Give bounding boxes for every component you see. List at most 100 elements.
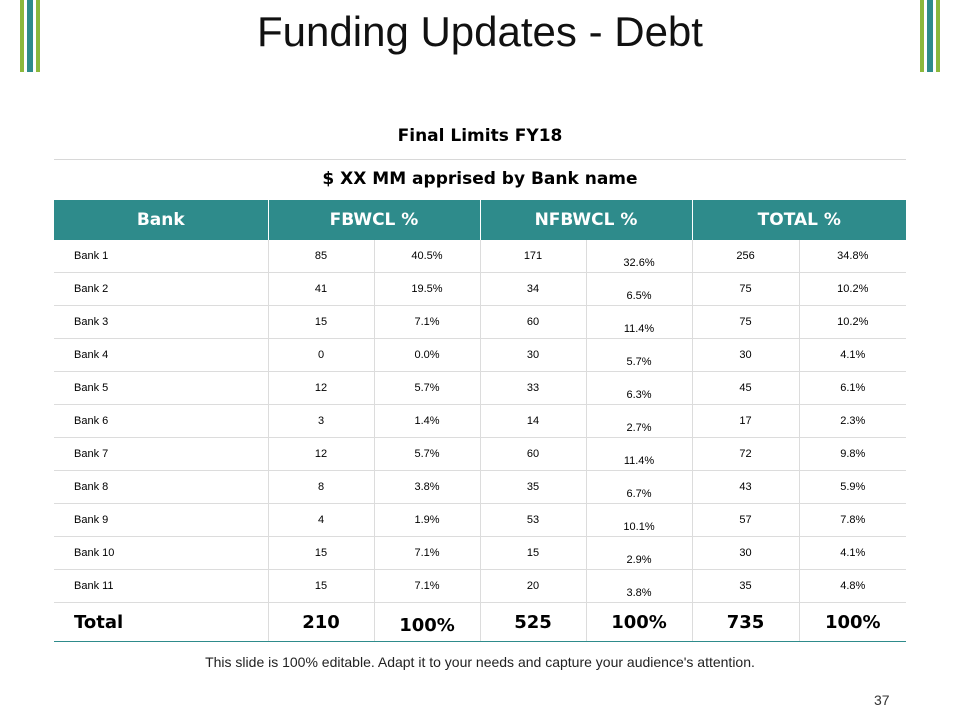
bank-name-cell: Bank 11 — [54, 569, 268, 603]
nfbwcl-total-percent-cell: 100% — [585, 602, 693, 642]
total-percent-cell: 2.3% — [798, 404, 907, 438]
total-label-cell: Total — [54, 602, 268, 642]
total-percent-cell: 10.2% — [798, 272, 907, 306]
teal-bar — [27, 0, 33, 72]
grand-total-percent-cell: 100% — [798, 602, 907, 642]
bank-name-cell: Bank 6 — [54, 404, 268, 438]
page-number: 37 — [874, 692, 890, 708]
footer-note: This slide is 100% editable. Adapt it to… — [205, 654, 755, 670]
table-row: Bank 4 0 0.0% 30 5.7% 30 4.1% — [54, 338, 907, 372]
fbwcl-percent-cell: 1.4% — [373, 404, 480, 438]
fbwcl-value-cell: 12 — [267, 371, 374, 405]
table-header-row: Bank FBWCL % NFBWCL % TOTAL % — [54, 200, 907, 240]
nfbwcl-percent-cell: 6.3% — [585, 371, 693, 405]
nfbwcl-value-cell: 20 — [479, 569, 586, 603]
total-value-cell: 30 — [691, 536, 800, 570]
total-percent-cell: 5.9% — [798, 470, 907, 504]
fbwcl-percent-cell: 7.1% — [373, 569, 480, 603]
bank-name-cell: Bank 7 — [54, 437, 268, 471]
bank-name-cell: Bank 1 — [54, 240, 268, 273]
table-row: Bank 7 12 5.7% 60 11.4% 72 9.8% — [54, 437, 907, 471]
nfbwcl-value-cell: 171 — [479, 240, 586, 273]
bank-name-cell: Bank 4 — [54, 338, 268, 372]
table-subcaption: $ XX MM apprised by Bank name — [322, 169, 638, 189]
table-caption: Final Limits FY18 — [397, 126, 563, 146]
bank-name-cell: Bank 5 — [54, 371, 268, 405]
fbwcl-percent-cell: 7.1% — [373, 305, 480, 339]
fbwcl-percent-cell: 19.5% — [373, 272, 480, 306]
nfbwcl-value-cell: 30 — [479, 338, 586, 372]
total-value-cell: 75 — [691, 272, 800, 306]
bank-name-cell: Bank 3 — [54, 305, 268, 339]
green-bar — [36, 0, 40, 72]
nfbwcl-value-cell: 34 — [479, 272, 586, 306]
nfbwcl-percent-cell: 6.7% — [585, 470, 693, 504]
nfbwcl-value-cell: 53 — [479, 503, 586, 537]
table-row: Bank 6 3 1.4% 14 2.7% 17 2.3% — [54, 404, 907, 438]
table-row: Bank 10 15 7.1% 15 2.9% 30 4.1% — [54, 536, 907, 570]
fbwcl-value-cell: 41 — [267, 272, 374, 306]
table-row: Bank 11 15 7.1% 20 3.8% 35 4.8% — [54, 569, 907, 603]
fbwcl-value-cell: 12 — [267, 437, 374, 471]
fbwcl-total-percent-cell: 100% — [373, 602, 480, 642]
nfbwcl-percent-cell: 2.7% — [585, 404, 693, 438]
bank-name-cell: Bank 9 — [54, 503, 268, 537]
slide-title: Funding Updates - Debt — [257, 8, 703, 55]
nfbwcl-value-cell: 14 — [479, 404, 586, 438]
total-value-cell: 256 — [691, 240, 800, 273]
table-row: Bank 3 15 7.1% 60 11.4% 75 10.2% — [54, 305, 907, 339]
total-percent-cell: 7.8% — [798, 503, 907, 537]
fbwcl-percent-cell: 40.5% — [373, 240, 480, 273]
header-bank: Bank — [54, 200, 268, 240]
total-percent-cell: 6.1% — [798, 371, 907, 405]
total-value-cell: 72 — [691, 437, 800, 471]
table-row: Bank 8 8 3.8% 35 6.7% 43 5.9% — [54, 470, 907, 504]
nfbwcl-value-cell: 35 — [479, 470, 586, 504]
header-nfbwcl: NFBWCL % — [479, 200, 693, 240]
nfbwcl-percent-cell: 32.6% — [585, 240, 693, 273]
total-value-cell: 43 — [691, 470, 800, 504]
nfbwcl-percent-cell: 5.7% — [585, 338, 693, 372]
nfbwcl-percent-cell: 2.9% — [585, 536, 693, 570]
total-percent-cell: 4.1% — [798, 338, 907, 372]
total-value-cell: 35 — [691, 569, 800, 603]
green-bar — [20, 0, 24, 72]
fbwcl-percent-cell: 0.0% — [373, 338, 480, 372]
nfbwcl-percent-cell: 3.8% — [585, 569, 693, 603]
green-bar — [920, 0, 924, 72]
green-bar — [936, 0, 940, 72]
fbwcl-value-cell: 4 — [267, 503, 374, 537]
table-total-row: Total 210 100% 525 100% 735 100% — [54, 602, 907, 642]
total-value-cell: 57 — [691, 503, 800, 537]
bank-name-cell: Bank 10 — [54, 536, 268, 570]
header-total: TOTAL % — [691, 200, 907, 240]
table-row: Bank 9 4 1.9% 53 10.1% 57 7.8% — [54, 503, 907, 537]
table-row: Bank 2 41 19.5% 34 6.5% 75 10.2% — [54, 272, 907, 306]
fbwcl-value-cell: 15 — [267, 305, 374, 339]
fbwcl-percent-cell: 3.8% — [373, 470, 480, 504]
fbwcl-percent-cell: 5.7% — [373, 437, 480, 471]
table-row: Bank 1 85 40.5% 171 32.6% 256 34.8% — [54, 240, 907, 273]
total-value-cell: 17 — [691, 404, 800, 438]
total-percent-cell: 4.8% — [798, 569, 907, 603]
nfbwcl-percent-cell: 10.1% — [585, 503, 693, 537]
fbwcl-total-cell: 210 — [267, 602, 374, 642]
fbwcl-value-cell: 15 — [267, 536, 374, 570]
bank-name-cell: Bank 2 — [54, 272, 268, 306]
fbwcl-value-cell: 0 — [267, 338, 374, 372]
teal-bar — [927, 0, 933, 72]
fbwcl-percent-cell: 1.9% — [373, 503, 480, 537]
fbwcl-percent-cell: 5.7% — [373, 371, 480, 405]
total-percent-cell: 9.8% — [798, 437, 907, 471]
total-value-cell: 30 — [691, 338, 800, 372]
total-percent-cell: 4.1% — [798, 536, 907, 570]
funding-table: Bank FBWCL % NFBWCL % TOTAL % Bank 1 85 40… — [54, 200, 907, 642]
nfbwcl-percent-cell: 6.5% — [585, 272, 693, 306]
header-fbwcl: FBWCL % — [267, 200, 480, 240]
fbwcl-percent-cell: 7.1% — [373, 536, 480, 570]
nfbwcl-value-cell: 60 — [479, 305, 586, 339]
bank-name-cell: Bank 8 — [54, 470, 268, 504]
total-value-cell: 45 — [691, 371, 800, 405]
fbwcl-value-cell: 85 — [267, 240, 374, 273]
caption-divider — [54, 159, 906, 160]
